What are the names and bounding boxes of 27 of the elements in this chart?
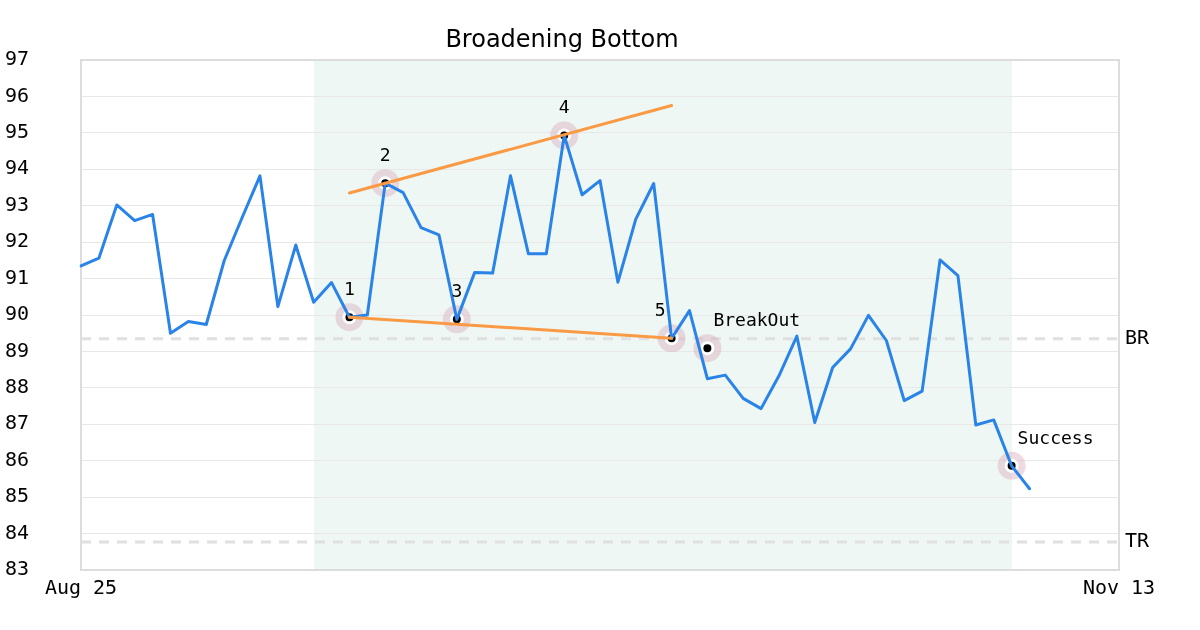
y-tick-label: 86 <box>5 446 30 471</box>
x-tick-label: Nov 13 <box>1082 575 1156 600</box>
series-label: 2 <box>379 144 391 166</box>
y-tick-label: 96 <box>5 82 30 107</box>
x-tick-label: Aug 25 <box>44 575 118 600</box>
y-tick-label: 84 <box>5 519 30 544</box>
series-label: 4 <box>558 96 570 118</box>
y-tick-label: 88 <box>5 374 30 399</box>
series-label: 1 <box>344 278 355 300</box>
y-tick-label: 95 <box>5 119 30 144</box>
y-tick-label: 85 <box>5 483 30 508</box>
y-tick-label: 93 <box>5 191 30 216</box>
ref-line-label: TR <box>1125 528 1151 553</box>
y-tick-label: 90 <box>5 301 30 326</box>
series-label: 3 <box>451 280 463 302</box>
y-tick-label: 92 <box>5 228 30 253</box>
y-tick-label: 94 <box>5 155 30 180</box>
y-tick-label: 87 <box>5 410 30 435</box>
series-label: Success <box>1017 426 1094 448</box>
series-label: BreakOut <box>713 309 801 331</box>
y-tick-label: 91 <box>5 264 30 289</box>
y-tick-label: 97 <box>5 46 30 71</box>
ref-line-label: BR <box>1125 324 1151 349</box>
series-label: 5 <box>654 299 666 321</box>
chart-title: Broadening Bottom <box>445 24 679 53</box>
y-tick-label: 89 <box>5 337 30 362</box>
y-tick-label: 83 <box>5 556 30 581</box>
